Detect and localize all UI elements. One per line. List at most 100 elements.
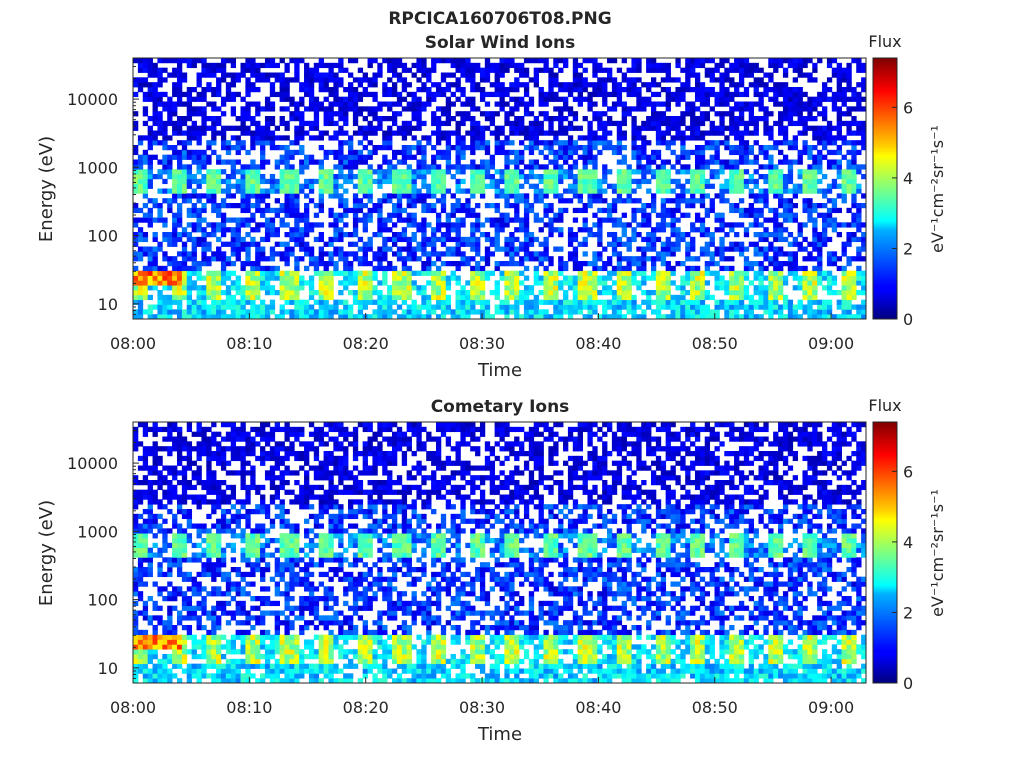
heatmap-cell <box>631 140 637 146</box>
heatmap-cell <box>655 169 662 175</box>
heatmap-cell <box>748 111 755 117</box>
heatmap-cell <box>636 125 642 131</box>
heatmap-cell <box>201 232 207 238</box>
heatmap-cell <box>548 169 554 175</box>
heatmap-cell <box>201 236 207 243</box>
heatmap-cell <box>176 120 183 127</box>
heatmap-cell <box>543 91 549 98</box>
heatmap-cell <box>694 106 701 112</box>
heatmap-cell <box>460 120 466 127</box>
heatmap-cell <box>460 169 466 175</box>
heatmap-cell <box>592 101 598 107</box>
heatmap-cell <box>440 178 447 185</box>
heatmap-cell <box>563 87 569 93</box>
heatmap-cell <box>250 299 256 305</box>
heatmap-cell <box>426 256 432 262</box>
heatmap-cell <box>685 256 691 262</box>
heatmap-cell <box>387 261 393 267</box>
heatmap-cell <box>343 251 349 257</box>
heatmap-cell <box>431 183 437 189</box>
heatmap-cell <box>504 294 510 301</box>
heatmap-cell <box>416 285 422 291</box>
heatmap-cell <box>206 193 212 199</box>
heatmap-cell <box>704 111 711 117</box>
heatmap-cell <box>553 290 559 296</box>
heatmap-cell <box>176 261 183 267</box>
heatmap-cell <box>636 62 642 69</box>
heatmap-cell <box>694 125 701 131</box>
heatmap-cell <box>616 309 623 315</box>
heatmap-cell <box>343 140 349 146</box>
heatmap-cell <box>690 290 696 296</box>
heatmap-cell <box>426 222 432 228</box>
heatmap-cell <box>797 111 803 117</box>
heatmap-cell <box>387 174 393 180</box>
heatmap-cell <box>748 101 755 107</box>
heatmap-cell <box>729 111 735 117</box>
heatmap-cell <box>528 241 535 247</box>
heatmap-cell <box>484 77 491 83</box>
heatmap-cell <box>250 58 256 64</box>
heatmap-cell <box>333 188 339 194</box>
heatmap-cell <box>514 101 520 107</box>
heatmap-cell <box>738 314 745 320</box>
heatmap-cell <box>822 241 828 247</box>
heatmap-cell <box>792 135 798 141</box>
heatmap-cell <box>465 96 471 102</box>
heatmap-cell <box>802 125 808 131</box>
heatmap-cell <box>470 222 476 228</box>
heatmap-cell <box>357 217 364 223</box>
heatmap-cell <box>431 169 437 175</box>
heatmap-cell <box>519 222 525 228</box>
heatmap-cell <box>704 261 711 267</box>
heatmap-cell <box>558 285 564 291</box>
heatmap-cell <box>299 82 305 88</box>
heatmap-cell <box>484 256 491 262</box>
heatmap-cell <box>572 149 579 156</box>
heatmap-cell <box>797 106 803 112</box>
heatmap-cell <box>479 72 486 78</box>
heatmap-cell <box>719 101 725 107</box>
heatmap-cell <box>260 77 266 83</box>
heatmap-cell <box>782 314 789 320</box>
heatmap-cell <box>734 299 740 305</box>
heatmap-cell <box>289 280 295 286</box>
heatmap-cell <box>411 222 417 228</box>
heatmap-cell <box>709 174 715 180</box>
heatmap-cell <box>822 140 828 146</box>
heatmap-cell <box>440 169 447 175</box>
heatmap-cell <box>753 261 759 267</box>
heatmap-cell <box>577 285 583 291</box>
heatmap-cell <box>690 62 696 69</box>
heatmap-cell <box>665 87 671 93</box>
heatmap-cell <box>133 241 139 247</box>
heatmap-cell <box>147 275 153 281</box>
heatmap-cell <box>787 140 794 146</box>
heatmap-cell <box>465 280 471 286</box>
heatmap-cell <box>636 67 642 73</box>
heatmap-cell <box>699 314 706 320</box>
heatmap-cell <box>348 72 354 78</box>
heatmap-cell <box>577 77 583 83</box>
heatmap-cell <box>572 246 579 252</box>
heatmap-cell <box>333 227 339 233</box>
heatmap-cell <box>636 130 642 136</box>
heatmap-cell <box>157 270 163 276</box>
heatmap-cell <box>338 140 344 146</box>
heatmap-cell <box>323 299 329 305</box>
heatmap-cell <box>763 309 769 315</box>
heatmap-cell <box>773 82 779 88</box>
heatmap-cell <box>665 130 671 136</box>
heatmap-cell <box>299 309 305 315</box>
heatmap-cell <box>773 91 779 98</box>
heatmap-cell <box>264 125 271 131</box>
heatmap-cell <box>255 198 261 204</box>
heatmap-cell <box>802 188 808 194</box>
heatmap-cell <box>225 241 232 247</box>
heatmap-cell <box>543 290 549 296</box>
heatmap-cell <box>479 135 486 141</box>
heatmap-cell <box>396 72 403 78</box>
heatmap-cell <box>323 261 329 267</box>
heatmap-cell <box>553 72 559 78</box>
heatmap-cell <box>387 106 393 112</box>
